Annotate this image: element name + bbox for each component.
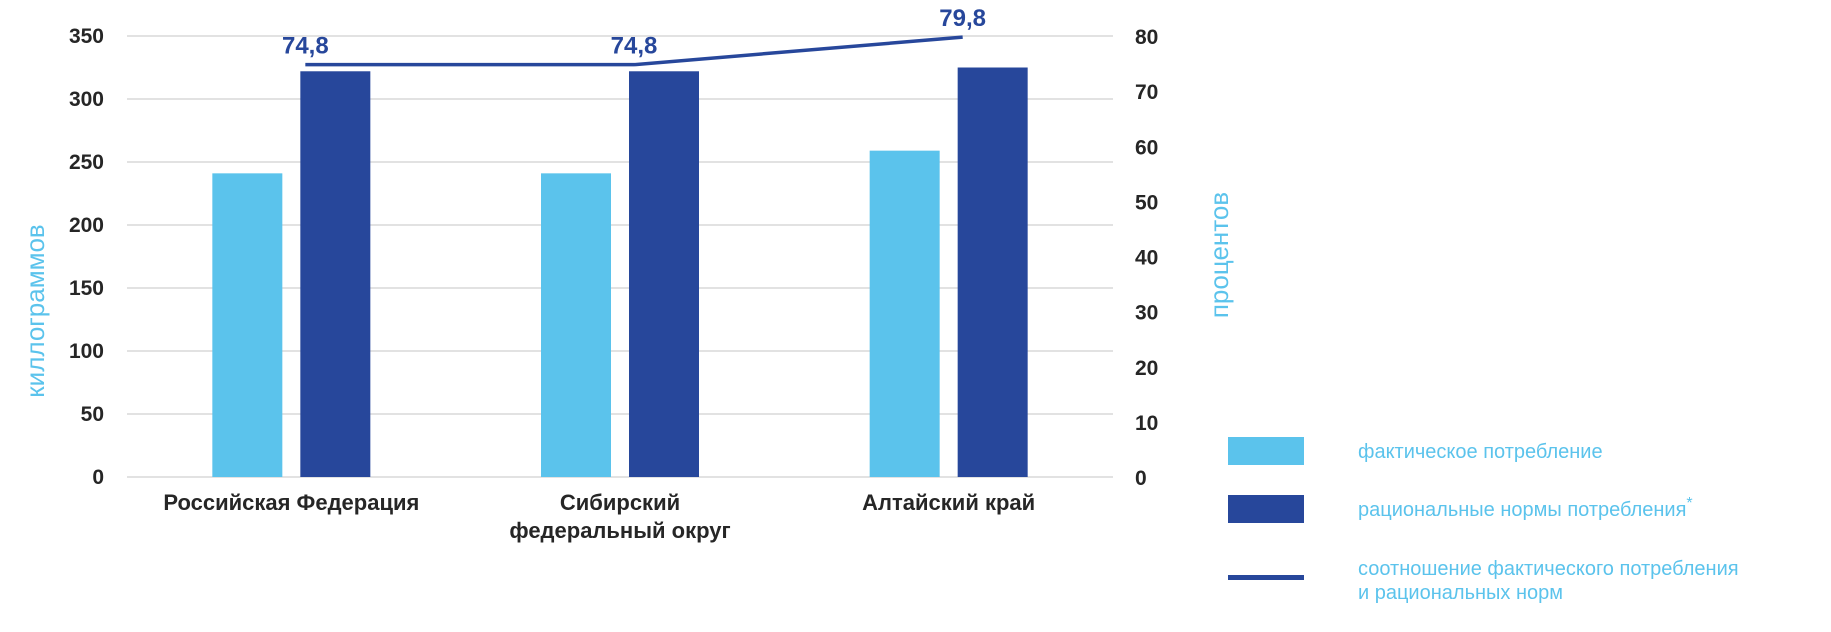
left-axis-title: киллограммов	[20, 224, 50, 397]
ratio-data-label: 74,8	[282, 33, 329, 60]
right-axis-title: процентов	[1204, 192, 1234, 318]
right-tick-label: 0	[1135, 467, 1147, 490]
ratio-line-layer: 74,8 74,8 79,8	[282, 5, 986, 67]
left-axis-ticks: 0 50 100 150 200 250 300 350	[69, 25, 104, 489]
right-tick-label: 80	[1135, 26, 1158, 49]
legend-label: рациональные нормы потребления*	[1358, 495, 1693, 521]
bar-norm	[300, 71, 371, 477]
ratio-data-label: 79,8	[939, 5, 986, 32]
right-tick-label: 10	[1135, 412, 1158, 435]
right-tick-label: 70	[1135, 81, 1158, 104]
right-tick-label: 20	[1135, 357, 1158, 380]
left-tick-label: 200	[69, 214, 104, 237]
legend-swatch	[1228, 495, 1304, 523]
legend-line-swatch	[1228, 575, 1304, 580]
left-tick-label: 50	[81, 403, 104, 426]
category-label: Сибирский федеральный округ	[509, 490, 730, 543]
right-tick-label: 60	[1135, 136, 1158, 159]
left-tick-label: 350	[69, 25, 104, 48]
legend-label: фактическое потребление	[1358, 441, 1603, 463]
legend-label: соотношение фактического потребления и ра…	[1358, 558, 1739, 604]
right-tick-label: 50	[1135, 191, 1158, 214]
category-labels: Российская Федерация Сибирский федеральный…	[163, 490, 1035, 543]
right-tick-label: 40	[1135, 247, 1158, 270]
ratio-line	[305, 35, 963, 67]
left-tick-label: 0	[92, 466, 104, 489]
left-tick-label: 150	[69, 277, 104, 300]
ratio-data-label: 74,8	[611, 33, 658, 60]
bar-actual	[869, 150, 940, 477]
bar-norm	[629, 71, 699, 477]
bar-norm	[957, 67, 1028, 477]
left-tick-label: 300	[69, 88, 104, 111]
bar-actual	[541, 173, 611, 477]
right-axis-ticks: 0 10 20 30 40 50 60 70 80	[1135, 26, 1158, 490]
category-label: Алтайский край	[862, 490, 1035, 515]
gridlines	[127, 35, 1113, 478]
bar-actual	[212, 173, 283, 477]
category-label: Российская Федерация	[163, 490, 419, 515]
legend: фактическое потребление рациональные норм…	[1228, 437, 1739, 604]
left-tick-label: 100	[69, 340, 104, 363]
left-tick-label: 250	[69, 151, 104, 174]
right-tick-label: 30	[1135, 302, 1158, 325]
legend-swatch	[1228, 437, 1304, 465]
bars	[212, 67, 1028, 477]
